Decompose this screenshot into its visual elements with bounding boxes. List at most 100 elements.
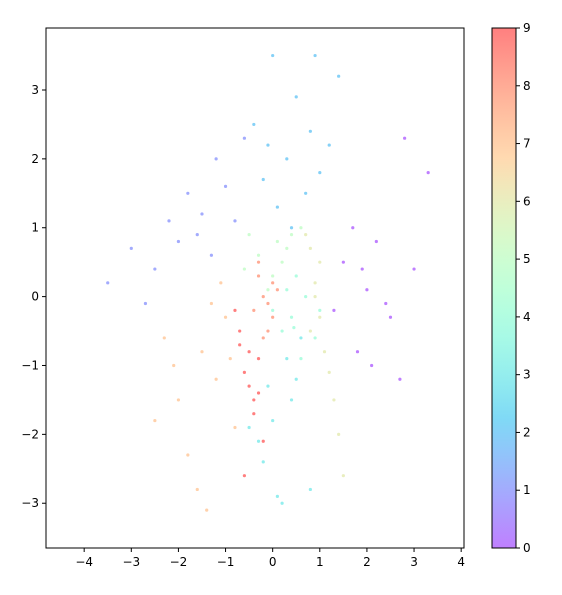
point: [214, 157, 218, 161]
point: [322, 350, 327, 354]
y-tick-label: −1: [21, 358, 39, 372]
point: [256, 260, 261, 264]
point: [256, 356, 261, 361]
x-tick-label: 2: [363, 555, 371, 569]
y-tick-label: 0: [31, 290, 39, 304]
point: [219, 281, 223, 285]
point: [360, 267, 364, 271]
point: [285, 246, 289, 250]
y-tick-label: 2: [31, 152, 39, 166]
point: [233, 219, 237, 223]
point: [153, 418, 157, 423]
x-tick-label: −3: [122, 555, 140, 569]
point: [214, 377, 218, 381]
point: [143, 301, 148, 306]
point: [299, 226, 303, 230]
colorbar-tick-label: 6: [523, 194, 531, 208]
colorbar-tick-label: 7: [523, 137, 531, 151]
point: [205, 508, 209, 512]
colorbar-tick-label: 0: [523, 541, 531, 555]
point: [285, 288, 289, 292]
point: [242, 267, 246, 271]
point: [256, 274, 261, 278]
point: [294, 95, 298, 99]
point: [292, 326, 296, 330]
point: [318, 171, 322, 175]
point: [280, 329, 284, 333]
point: [228, 356, 232, 361]
point: [313, 281, 317, 285]
point: [186, 453, 190, 457]
point: [313, 336, 317, 340]
point: [304, 233, 308, 237]
point: [327, 143, 331, 147]
point: [289, 226, 294, 230]
point: [242, 370, 246, 374]
point: [341, 474, 345, 478]
point: [106, 281, 110, 285]
point: [252, 398, 256, 402]
colorbar-tick-label: 5: [523, 252, 531, 266]
point: [412, 267, 416, 271]
point: [209, 301, 214, 306]
point: [223, 315, 228, 319]
point: [256, 391, 261, 395]
point: [308, 129, 312, 133]
point: [384, 301, 388, 306]
point: [266, 329, 270, 333]
point: [304, 191, 308, 195]
point: [252, 412, 256, 416]
point: [341, 260, 345, 264]
colorbar: [491, 27, 517, 549]
point: [162, 336, 166, 340]
point: [271, 281, 275, 285]
point: [313, 53, 317, 58]
point: [275, 205, 279, 209]
point: [294, 377, 298, 381]
x-tick-label: 0: [269, 555, 277, 569]
point: [247, 425, 251, 430]
point: [355, 350, 360, 354]
point: [266, 288, 270, 292]
point: [426, 171, 430, 175]
x-tick-label: −2: [170, 555, 188, 569]
colorbar-tick-label: 9: [523, 21, 531, 35]
point: [299, 336, 303, 340]
point: [304, 295, 308, 299]
point: [313, 295, 317, 299]
point: [308, 246, 312, 250]
point: [285, 356, 289, 361]
x-tick-label: −4: [75, 555, 93, 569]
point: [275, 239, 279, 244]
point: [318, 260, 322, 264]
point: [403, 136, 407, 140]
point: [308, 329, 312, 333]
x-tick-label: −1: [217, 555, 235, 569]
point: [271, 274, 275, 278]
point: [289, 233, 294, 237]
point: [247, 350, 251, 354]
point: [233, 425, 237, 430]
point: [200, 212, 204, 216]
point: [200, 350, 204, 354]
point: [172, 363, 176, 368]
point: [266, 301, 270, 306]
point: [261, 295, 265, 299]
point: [266, 384, 270, 388]
point: [374, 239, 378, 244]
point: [370, 363, 374, 368]
point: [252, 308, 256, 312]
point: [365, 288, 369, 292]
point: [209, 253, 214, 257]
point: [388, 315, 393, 319]
point: [271, 53, 275, 58]
point: [261, 460, 265, 464]
point: [176, 398, 181, 402]
point: [271, 418, 275, 423]
x-tick-label: 3: [410, 555, 418, 569]
point: [351, 226, 355, 230]
y-tick-label: 3: [31, 83, 39, 97]
x-tick-label: 1: [316, 555, 324, 569]
point: [129, 246, 133, 250]
